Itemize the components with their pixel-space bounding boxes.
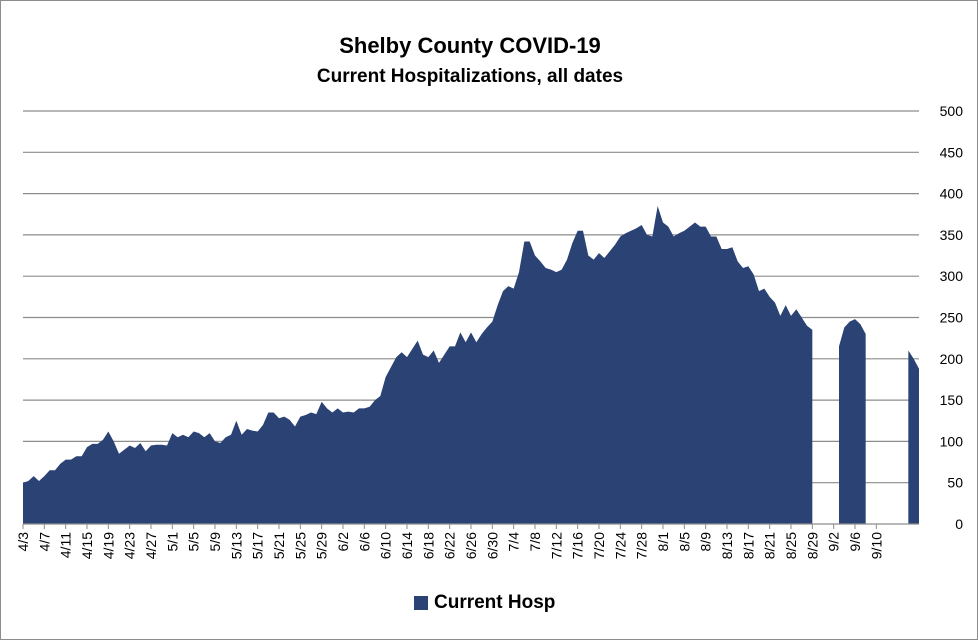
legend-swatch <box>414 596 428 610</box>
y-tick-label: 450 <box>940 144 964 160</box>
x-tick-label: 9/2 <box>826 532 842 552</box>
y-tick-label: 50 <box>947 475 963 491</box>
legend-label: Current Hosp <box>434 592 556 613</box>
chart-subtitle: Current Hospitalizations, all dates <box>316 66 624 87</box>
x-tick-label: 5/29 <box>314 532 330 559</box>
x-tick-label: 4/19 <box>100 532 116 559</box>
x-tick-label: 7/20 <box>591 532 607 559</box>
x-tick-label: 5/17 <box>250 532 266 559</box>
x-tick-label: 7/4 <box>506 532 522 552</box>
x-tick-label: 4/15 <box>79 532 95 559</box>
x-tick-label: 5/9 <box>207 532 223 552</box>
y-tick-label: 350 <box>940 227 964 243</box>
x-tick-label: 9/10 <box>868 532 884 559</box>
x-tick-label: 8/17 <box>740 532 756 559</box>
x-tick-label: 8/13 <box>719 532 735 559</box>
x-tick-label: 6/6 <box>356 532 372 552</box>
x-tick-label: 6/30 <box>484 532 500 559</box>
x-tick-label: 5/13 <box>228 532 244 559</box>
y-tick-label: 0 <box>955 516 963 532</box>
x-tick-label: 8/21 <box>762 532 778 559</box>
x-tick-label: 7/24 <box>612 532 628 559</box>
chart-title: Shelby County COVID-19 <box>339 33 601 58</box>
x-tick-label: 8/25 <box>783 532 799 559</box>
x-tick-label: 8/1 <box>655 532 671 552</box>
x-tick-label: 4/3 <box>15 532 31 552</box>
y-tick-label: 300 <box>940 268 964 284</box>
x-tick-label: 5/25 <box>292 532 308 559</box>
x-tick-label: 7/8 <box>527 532 543 552</box>
y-tick-label: 250 <box>940 310 964 326</box>
x-tick-label: 4/7 <box>36 532 52 552</box>
x-tick-label: 6/18 <box>420 532 436 559</box>
x-tick-label: 6/10 <box>378 532 394 559</box>
y-tick-label: 150 <box>940 392 964 408</box>
x-tick-label: 5/1 <box>164 532 180 552</box>
y-tick-label: 200 <box>940 351 964 367</box>
x-tick-label: 6/22 <box>442 532 458 559</box>
x-tick-label: 4/11 <box>58 532 74 558</box>
x-tick-label: 7/16 <box>570 532 586 559</box>
y-tick-label: 500 <box>940 103 964 119</box>
y-tick-label: 100 <box>940 433 964 449</box>
x-tick-label: 8/9 <box>698 532 714 552</box>
x-tick-label: 8/5 <box>676 532 692 552</box>
series-area-segment-1 <box>839 319 866 524</box>
x-tick-label: 7/12 <box>548 532 564 559</box>
x-tick-label: 7/28 <box>634 532 650 559</box>
x-tick-label: 6/14 <box>399 532 415 559</box>
x-tick-label: 9/6 <box>847 532 863 552</box>
series-area-segment-2 <box>908 350 919 524</box>
y-tick-label: 400 <box>940 186 964 202</box>
legend: Current Hosp <box>414 592 555 614</box>
x-tick-label: 5/5 <box>186 532 202 552</box>
x-tick-label: 4/23 <box>122 532 138 559</box>
x-tick-label: 5/21 <box>271 532 287 559</box>
x-tick-label: 4/27 <box>143 532 159 559</box>
x-tick-label: 6/2 <box>335 532 351 552</box>
x-tick-label: 8/29 <box>804 532 820 559</box>
x-tick-label: 6/26 <box>463 532 479 559</box>
series-area-segment-0 <box>23 205 813 525</box>
